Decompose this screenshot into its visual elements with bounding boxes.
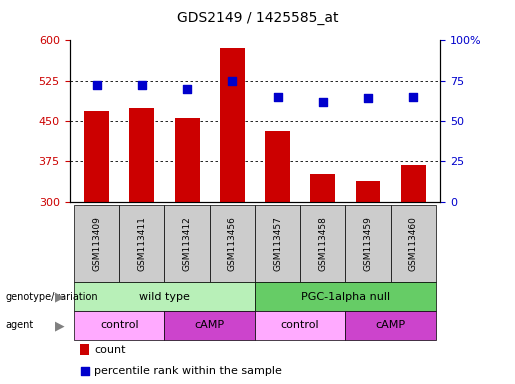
Text: GSM113411: GSM113411 — [138, 217, 146, 271]
Text: cAMP: cAMP — [195, 320, 225, 331]
Text: GDS2149 / 1425585_at: GDS2149 / 1425585_at — [177, 11, 338, 25]
Bar — [164, 311, 255, 340]
Bar — [255, 282, 436, 311]
Text: control: control — [100, 320, 139, 331]
Point — [273, 94, 282, 100]
Bar — [210, 205, 255, 282]
Text: PGC-1alpha null: PGC-1alpha null — [301, 291, 390, 302]
Text: GSM113457: GSM113457 — [273, 217, 282, 271]
Bar — [300, 205, 346, 282]
Point — [409, 94, 417, 100]
Text: count: count — [94, 345, 126, 355]
Bar — [255, 311, 346, 340]
Bar — [355, 181, 381, 202]
Bar — [346, 205, 390, 282]
Text: cAMP: cAMP — [375, 320, 406, 331]
Bar — [265, 131, 290, 202]
Text: GSM113412: GSM113412 — [183, 217, 192, 271]
Bar — [84, 111, 109, 202]
Bar — [390, 205, 436, 282]
Text: GSM113458: GSM113458 — [318, 217, 327, 271]
Text: control: control — [281, 320, 319, 331]
Bar — [401, 165, 425, 202]
Bar — [80, 344, 89, 355]
Bar — [311, 174, 335, 202]
Bar — [119, 205, 164, 282]
Bar — [74, 311, 164, 340]
Bar — [74, 282, 255, 311]
Text: GSM113460: GSM113460 — [409, 217, 418, 271]
Text: ▶: ▶ — [55, 319, 64, 332]
Text: ▶: ▶ — [55, 290, 64, 303]
Bar — [74, 205, 119, 282]
Point — [299, 271, 307, 277]
Point — [183, 86, 191, 92]
Point — [138, 83, 146, 89]
Bar — [175, 118, 199, 202]
Text: wild type: wild type — [139, 291, 190, 302]
Point — [364, 95, 372, 101]
Bar — [220, 48, 245, 202]
Bar — [255, 205, 300, 282]
Text: percentile rank within the sample: percentile rank within the sample — [94, 366, 282, 376]
Bar — [346, 311, 436, 340]
Point — [319, 99, 327, 105]
Text: GSM113409: GSM113409 — [92, 217, 101, 271]
Text: GSM113459: GSM113459 — [364, 217, 372, 271]
Bar — [129, 108, 154, 202]
Point — [228, 78, 236, 84]
Text: GSM113456: GSM113456 — [228, 217, 237, 271]
Point — [93, 83, 101, 89]
Bar — [164, 205, 210, 282]
Text: genotype/variation: genotype/variation — [5, 291, 98, 302]
Text: agent: agent — [5, 320, 33, 331]
